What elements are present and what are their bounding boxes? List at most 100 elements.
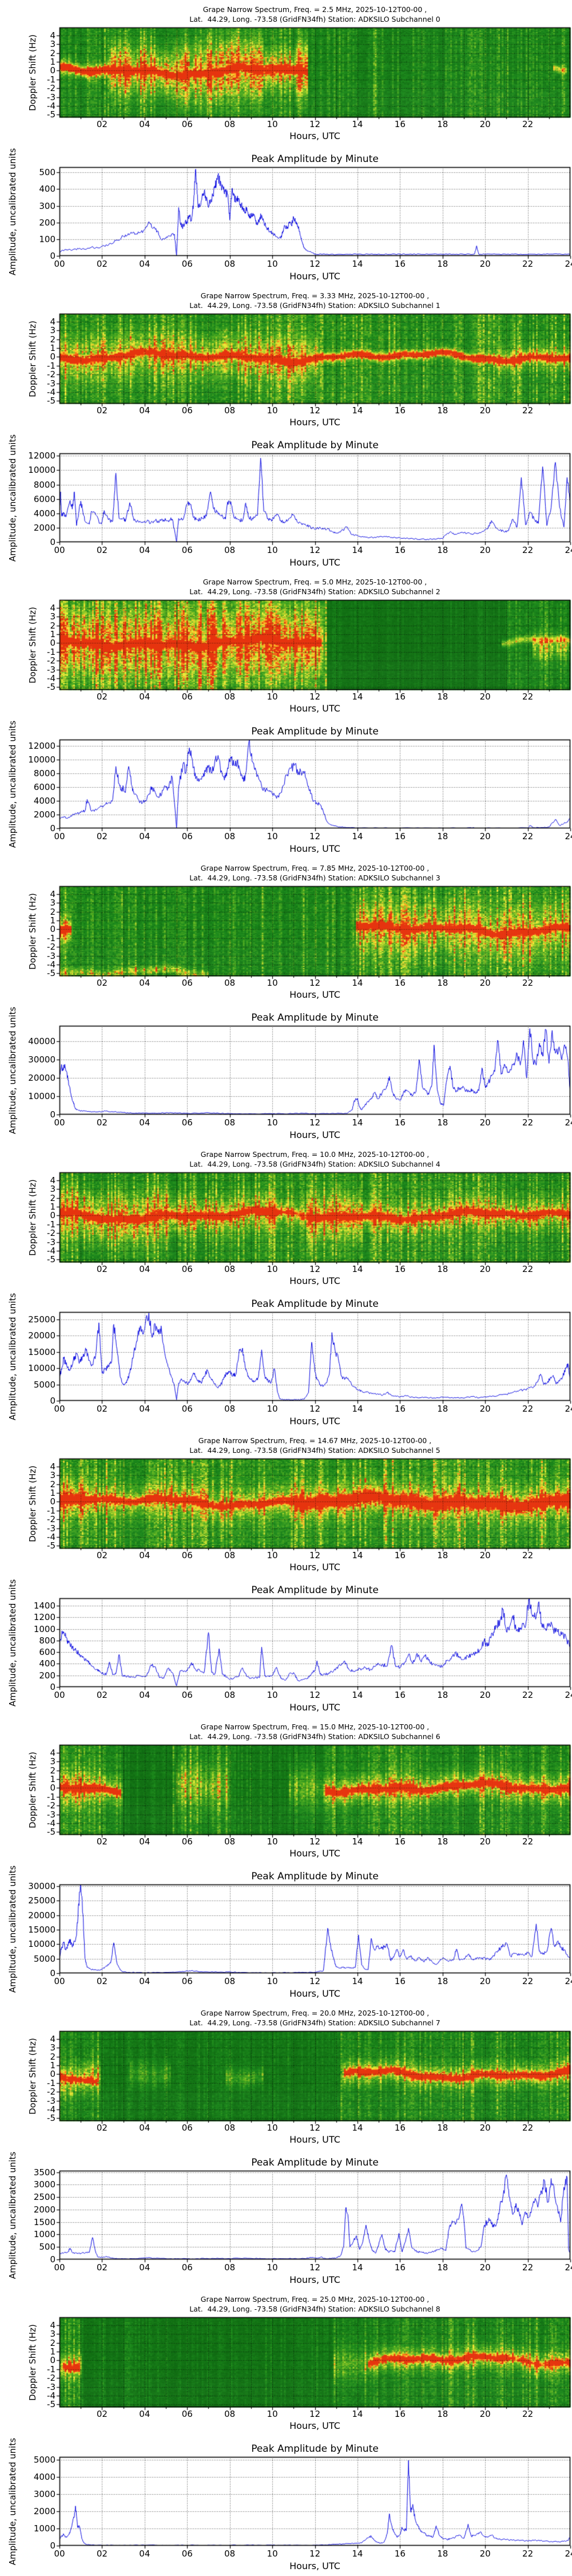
- y-tick-label: -4: [47, 2104, 55, 2115]
- y-tick-label: 1500: [33, 2217, 55, 2227]
- y-tick-label: -4: [47, 100, 55, 111]
- y-tick-label: 3: [50, 2329, 55, 2340]
- y-tick-label: 5000: [33, 1953, 55, 1964]
- x-tick-label: 12: [309, 1264, 321, 1274]
- x-tick-label: 08: [224, 2262, 236, 2273]
- x-tick-label: 10: [267, 2409, 278, 2419]
- x-tick-label: 04: [139, 405, 150, 416]
- amplitude-plot-canvas: [55, 1021, 572, 1119]
- y-tick-label: 4000: [33, 508, 55, 519]
- x-tick-label: 14: [352, 119, 363, 129]
- x-tick-label: 20: [479, 1404, 491, 1414]
- spectrogram-figure-sub2: Grape Narrow Spectrum, Freq. = 5.0 MHz, …: [0, 572, 572, 716]
- x-tick-label: 24: [565, 2549, 572, 2559]
- x-tick-label: 24: [565, 259, 572, 269]
- x-tick-label: 14: [352, 1836, 363, 1847]
- figure-title-line1: Grape Narrow Spectrum, Freq. = 2.5 MHz, …: [202, 5, 427, 14]
- x-tick-label: 12: [309, 1117, 321, 1128]
- spectrogram-plot-canvas: [55, 309, 572, 408]
- y-tick-label: -5: [47, 2113, 55, 2124]
- x-tick-label: 22: [522, 2262, 534, 2273]
- y-tick-label: -3: [47, 1236, 55, 1247]
- y-tick-label: 4: [50, 602, 55, 613]
- figure-title-line1: Grape Narrow Spectrum, Freq. = 20.0 MHz,…: [200, 2009, 430, 2017]
- y-tick-label: -3: [47, 2381, 55, 2392]
- x-tick-label: 18: [437, 119, 448, 129]
- x-axis-label: Hours, UTC: [289, 1129, 340, 1140]
- x-tick-label: 16: [394, 2123, 406, 2133]
- x-tick-label: 18: [437, 1550, 448, 1560]
- x-tick-label: 06: [181, 692, 193, 702]
- amplitude-plot-canvas: [55, 1880, 572, 1978]
- x-tick-label: 12: [309, 2549, 321, 2559]
- figure-title: Peak Amplitude by Minute: [251, 2157, 379, 2168]
- y-tick-label: -2: [47, 1514, 55, 1525]
- y-tick-label: 2: [50, 1765, 55, 1776]
- spectrogram-plot-canvas: [55, 595, 572, 694]
- y-tick-label: 2: [50, 906, 55, 917]
- x-tick-label: 12: [309, 2262, 321, 2273]
- x-tick-label: 10: [267, 1404, 278, 1414]
- figure-title: Peak Amplitude by Minute: [251, 153, 379, 165]
- x-tick-label: 14: [352, 1550, 363, 1560]
- x-tick-label: 02: [96, 2262, 108, 2273]
- x-tick-label: 06: [181, 405, 193, 416]
- x-tick-label: 08: [224, 1690, 236, 1700]
- figure-title-line1: Grape Narrow Spectrum, Freq. = 10.0 MHz,…: [200, 1150, 430, 1159]
- x-tick-label: 20: [479, 405, 491, 416]
- y-tick-label: -5: [47, 2399, 55, 2410]
- y-tick-label: 0: [50, 2355, 55, 2366]
- x-tick-label: 06: [181, 1117, 193, 1128]
- x-tick-label: 12: [309, 831, 321, 841]
- y-tick-label: 0: [50, 351, 55, 362]
- x-tick-label: 02: [96, 1117, 108, 1128]
- x-tick-label: 12: [309, 1836, 321, 1847]
- x-tick-label: 04: [139, 545, 150, 555]
- y-tick-label: -2: [47, 942, 55, 953]
- y-tick-label: -4: [47, 1818, 55, 1828]
- x-tick-label: 08: [224, 831, 236, 841]
- amplitude-plot-canvas: [55, 449, 572, 547]
- y-tick-label: -4: [47, 1245, 55, 1256]
- x-axis-label: Hours, UTC: [289, 557, 340, 568]
- x-tick-label: 22: [522, 1117, 534, 1128]
- y-tick-label: 3: [50, 2042, 55, 2053]
- y-tick-label: 1200: [33, 1612, 55, 1623]
- figure-title-line1: Grape Narrow Spectrum, Freq. = 25.0 MHz,…: [200, 2295, 430, 2304]
- figure-title-line2: Lat. 44.29, Long. -73.58 (GridFN34fh) St…: [189, 1732, 440, 1741]
- y-tick-label: -5: [47, 1827, 55, 1838]
- y-tick-label: -3: [47, 378, 55, 389]
- x-tick-label: 06: [181, 1264, 193, 1274]
- y-tick-label: 2: [50, 334, 55, 345]
- x-tick-label: 14: [352, 2262, 363, 2273]
- spectrogram-plot-canvas: [55, 23, 572, 122]
- figure-title-line1: Grape Narrow Spectrum, Freq. = 15.0 MHz,…: [200, 1722, 430, 1731]
- x-tick-label: 10: [267, 119, 278, 129]
- x-tick-label: 10: [267, 1836, 278, 1847]
- x-tick-label: 18: [437, 1404, 448, 1414]
- y-tick-label: 2000: [33, 2506, 55, 2516]
- x-tick-label: 10: [267, 1264, 278, 1274]
- spectrogram-plot-canvas: [55, 2313, 572, 2412]
- x-tick-label: 22: [522, 978, 534, 988]
- x-tick-label: 04: [139, 119, 150, 129]
- x-tick-label: 20: [479, 2123, 491, 2133]
- x-tick-label: 18: [437, 2262, 448, 2273]
- x-tick-label: 06: [181, 978, 193, 988]
- y-tick-label: 2000: [33, 2204, 55, 2215]
- y-tick-label: 0: [50, 638, 55, 649]
- figure-title-line2: Lat. 44.29, Long. -73.58 (GridFN34fh) St…: [189, 874, 440, 882]
- x-tick-label: 02: [96, 2123, 108, 2133]
- y-tick-label: 25000: [28, 1314, 55, 1325]
- x-tick-label: 16: [394, 831, 406, 841]
- y-tick-label: -5: [47, 968, 55, 979]
- x-axis-label: Hours, UTC: [289, 417, 340, 428]
- x-tick-label: 16: [394, 1976, 406, 1986]
- x-tick-label: 02: [96, 259, 108, 269]
- x-tick-label: 18: [437, 2549, 448, 2559]
- x-axis-label: Hours, UTC: [289, 1275, 340, 1286]
- x-tick-label: 02: [96, 2409, 108, 2419]
- y-tick-label: 40000: [28, 1036, 55, 1047]
- x-tick-label: 20: [479, 119, 491, 129]
- x-tick-label: 14: [352, 1264, 363, 1274]
